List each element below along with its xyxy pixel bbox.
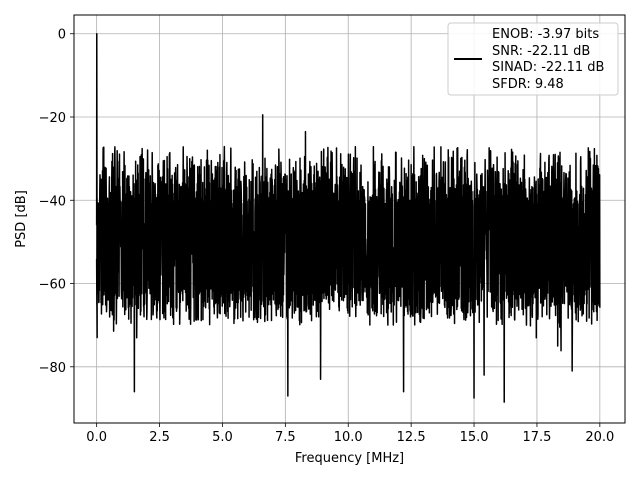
- x-tick-label: 20.0: [585, 430, 614, 445]
- y-tick-label: −40: [39, 194, 66, 209]
- x-axis-label: Frequency [MHz]: [295, 451, 404, 466]
- legend: ENOB: -3.97 bits SNR: -22.11 dB SINAD: -…: [447, 22, 619, 96]
- y-tick-label: −20: [39, 111, 66, 126]
- y-tick-label: 0: [58, 28, 66, 43]
- psd-series-line: [95, 32, 601, 403]
- x-tick-label: 15.0: [460, 430, 489, 445]
- x-tick-label: 12.5: [397, 430, 426, 445]
- legend-box: [447, 22, 619, 96]
- legend-enob: ENOB: -3.97 bits: [492, 27, 599, 42]
- x-tick-label: 5.0: [212, 430, 233, 445]
- x-tick-label: 10.0: [334, 430, 363, 445]
- psd-series: [95, 32, 601, 403]
- y-tick-label: −80: [39, 361, 66, 376]
- x-tick-label: 0.0: [86, 430, 107, 445]
- plot-frame: [73, 14, 626, 424]
- legend-snr: SNR: -22.11 dB: [492, 44, 590, 59]
- y-tick-label: −60: [39, 278, 66, 293]
- legend-sfdr: SFDR: 9.48: [492, 77, 564, 92]
- x-tick-label: 7.5: [275, 430, 296, 445]
- legend-sinad: SINAD: -22.11 dB: [492, 60, 604, 75]
- x-tick-label: 2.5: [149, 430, 170, 445]
- x-tick-label: 17.5: [522, 430, 551, 445]
- axis-ticks: 0.0 2.5 5.0 7.5 10.0 12.5 15.0 17.5 20.0 0 −20 −40 −…: [39, 28, 615, 445]
- y-axis-label: PSD [dB]: [14, 190, 29, 248]
